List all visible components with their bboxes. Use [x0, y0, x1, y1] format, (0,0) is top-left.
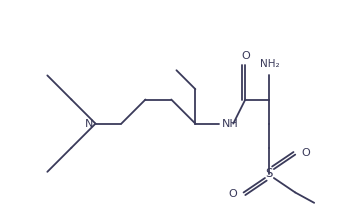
- Text: O: O: [301, 148, 310, 158]
- Text: O: O: [241, 51, 250, 61]
- Text: NH: NH: [222, 119, 239, 129]
- Text: S: S: [266, 167, 273, 180]
- Text: N: N: [84, 119, 93, 129]
- Text: O: O: [229, 189, 237, 199]
- Text: NH₂: NH₂: [260, 58, 279, 69]
